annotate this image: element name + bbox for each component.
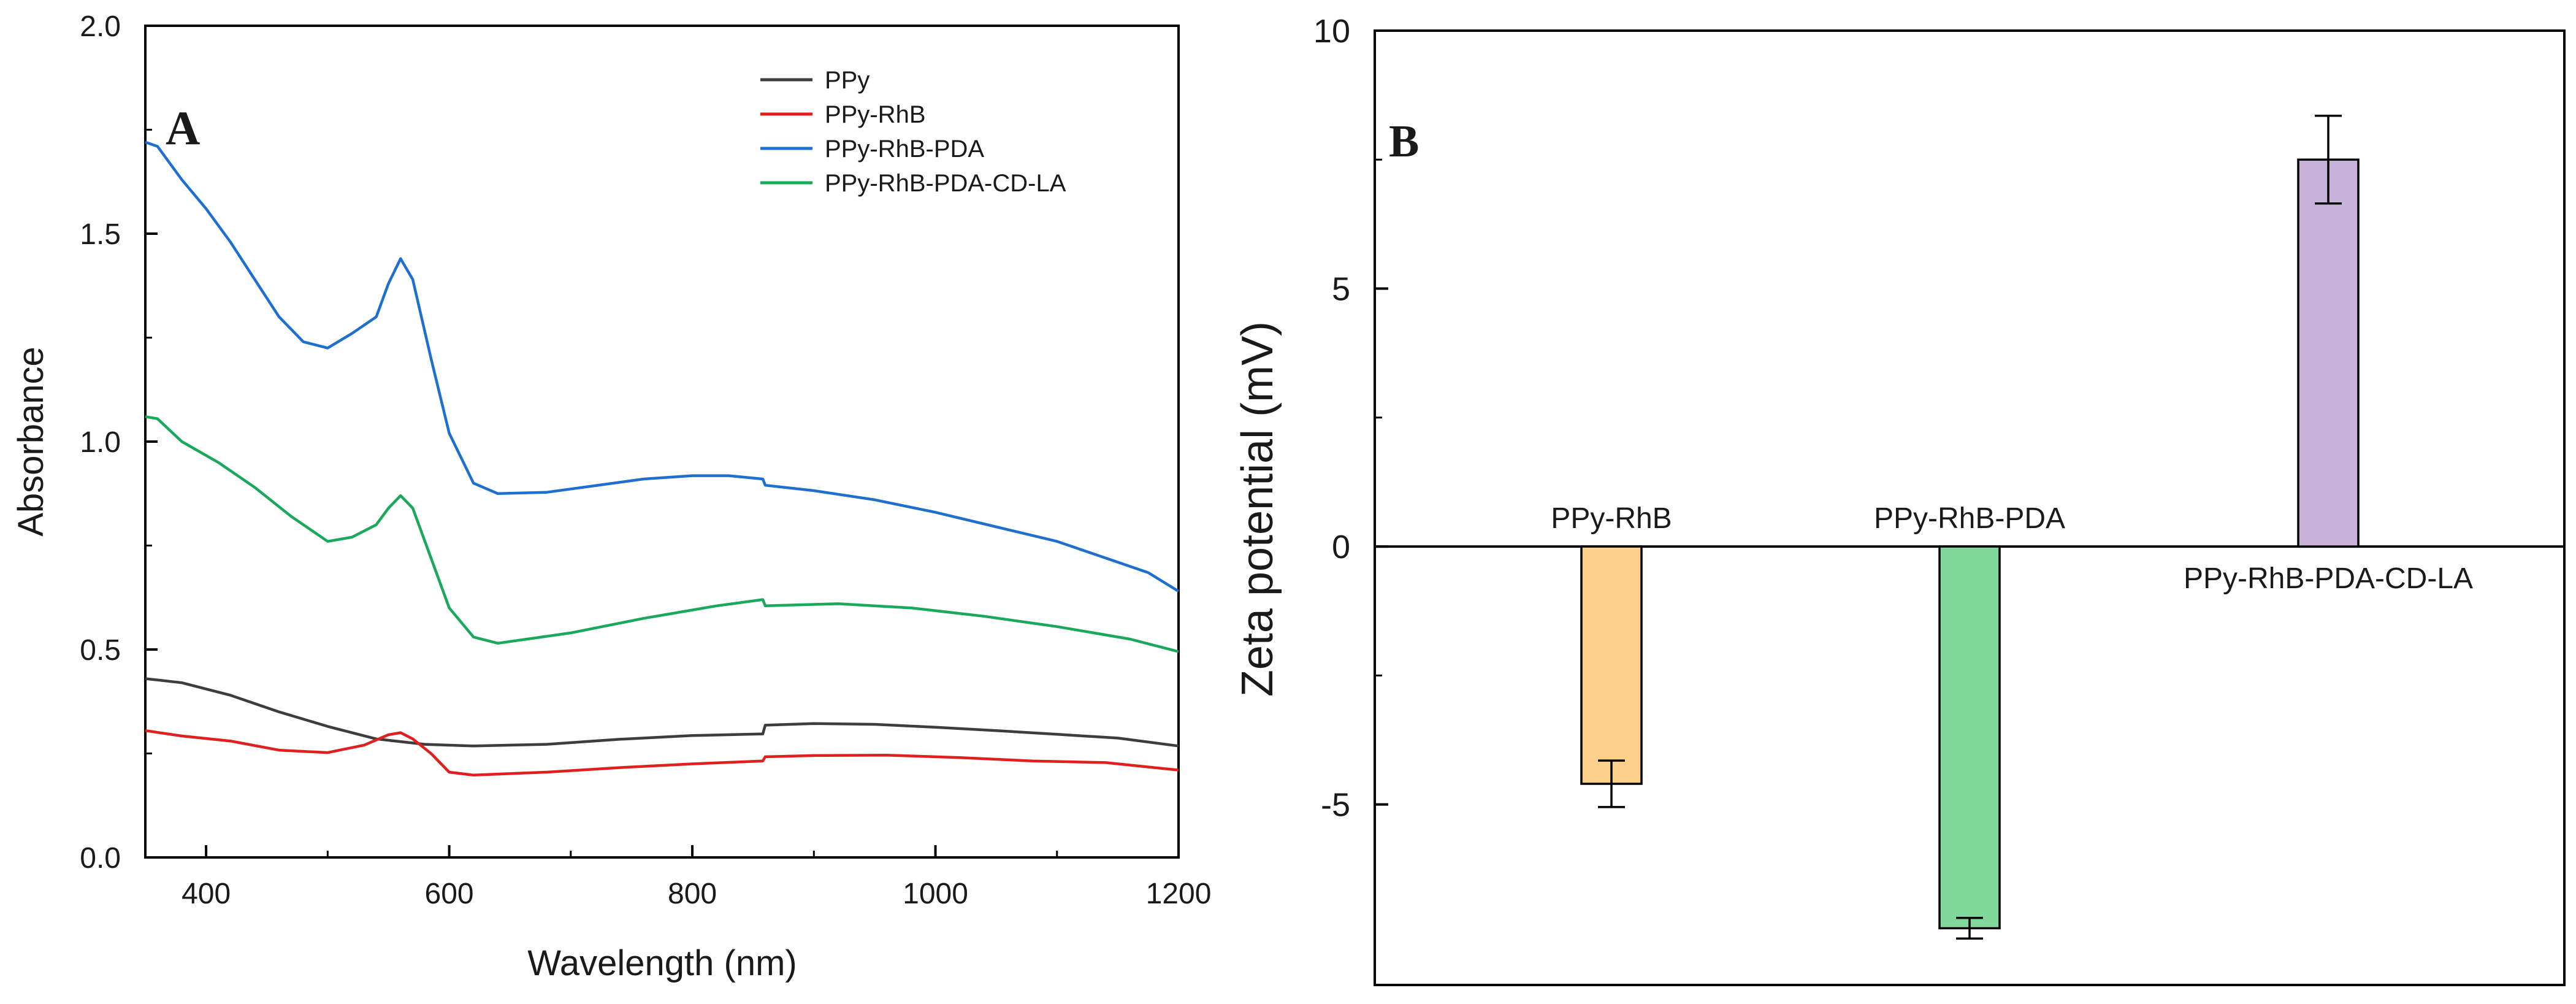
panel-a-y-axis-title: Absorbance bbox=[11, 347, 51, 537]
panel-b-label: B bbox=[1389, 117, 1419, 167]
panel-a-legend: PPy PPy-RhB PPy-RhB-PDA PPy-RhB-PDA-CD-LA bbox=[760, 67, 1066, 197]
category-label-1: PPy-RhB-PDA bbox=[1874, 502, 2065, 535]
bar-1 bbox=[1938, 545, 2001, 930]
legend-label-3: PPy-RhB-PDA-CD-LA bbox=[825, 170, 1066, 197]
y-tick-label: 2.0 bbox=[80, 10, 121, 43]
y-tick-label: 0.5 bbox=[80, 634, 121, 667]
x-tick-label: 800 bbox=[668, 878, 717, 910]
panel-a-series-lines bbox=[145, 140, 1180, 777]
panel-a-x-axis-title: Wavelength (nm) bbox=[527, 943, 797, 983]
panel-b-zeta-chart: -5 0 5 10 PPy-RhB PPy-RhB-PDA PPy-RhB-PDA-CD-… bbox=[1233, 13, 2566, 986]
panel-a-y-ticks: 0.0 0.5 1.0 1.5 2.0 bbox=[80, 10, 158, 875]
y-tick-label: -5 bbox=[1321, 787, 1350, 824]
panel-b-category-labels: PPy-RhB PPy-RhB-PDA PPy-RhB-PDA-CD-LA bbox=[1551, 502, 2473, 595]
category-label-0: PPy-RhB bbox=[1551, 502, 1672, 535]
bar-0 bbox=[1580, 545, 1643, 785]
panel-a-label: A bbox=[166, 101, 200, 155]
panel-b-bars bbox=[1580, 115, 2360, 940]
series-line-2 bbox=[145, 140, 1180, 593]
x-tick-label: 400 bbox=[182, 878, 231, 910]
bar-2 bbox=[2297, 158, 2360, 548]
x-tick-label: 1200 bbox=[1146, 878, 1212, 910]
series-line-0 bbox=[145, 677, 1179, 748]
y-tick-label: 0.0 bbox=[80, 842, 121, 875]
y-tick-label: 0 bbox=[1332, 529, 1350, 565]
category-label-2: PPy-RhB-PDA-CD-LA bbox=[2184, 562, 2473, 595]
series-line-1 bbox=[145, 729, 1179, 777]
series-line-3 bbox=[145, 415, 1179, 653]
x-tick-label: 1000 bbox=[903, 878, 968, 910]
x-tick-label: 600 bbox=[425, 878, 474, 910]
panel-b-plot-frame bbox=[1374, 29, 2566, 986]
panel-b-y-ticks: -5 0 5 10 bbox=[1313, 13, 1388, 824]
y-tick-label: 10 bbox=[1313, 13, 1350, 50]
panel-a-absorbance-chart: 400 600 800 1000 1200 0.0 0.5 1.0 1.5 2.0 Wavele… bbox=[11, 10, 1211, 983]
legend-label-0: PPy bbox=[825, 67, 869, 94]
legend-label-2: PPy-RhB-PDA bbox=[825, 136, 984, 163]
y-tick-label: 1.5 bbox=[80, 218, 121, 251]
panel-a-x-ticks: 400 600 800 1000 1200 bbox=[182, 845, 1211, 910]
panel-b-y-axis-title: Zeta potential (mV) bbox=[1233, 321, 1282, 697]
legend-label-1: PPy-RhB bbox=[825, 101, 926, 128]
y-tick-label: 1.0 bbox=[80, 426, 121, 459]
y-tick-label: 5 bbox=[1332, 271, 1350, 308]
